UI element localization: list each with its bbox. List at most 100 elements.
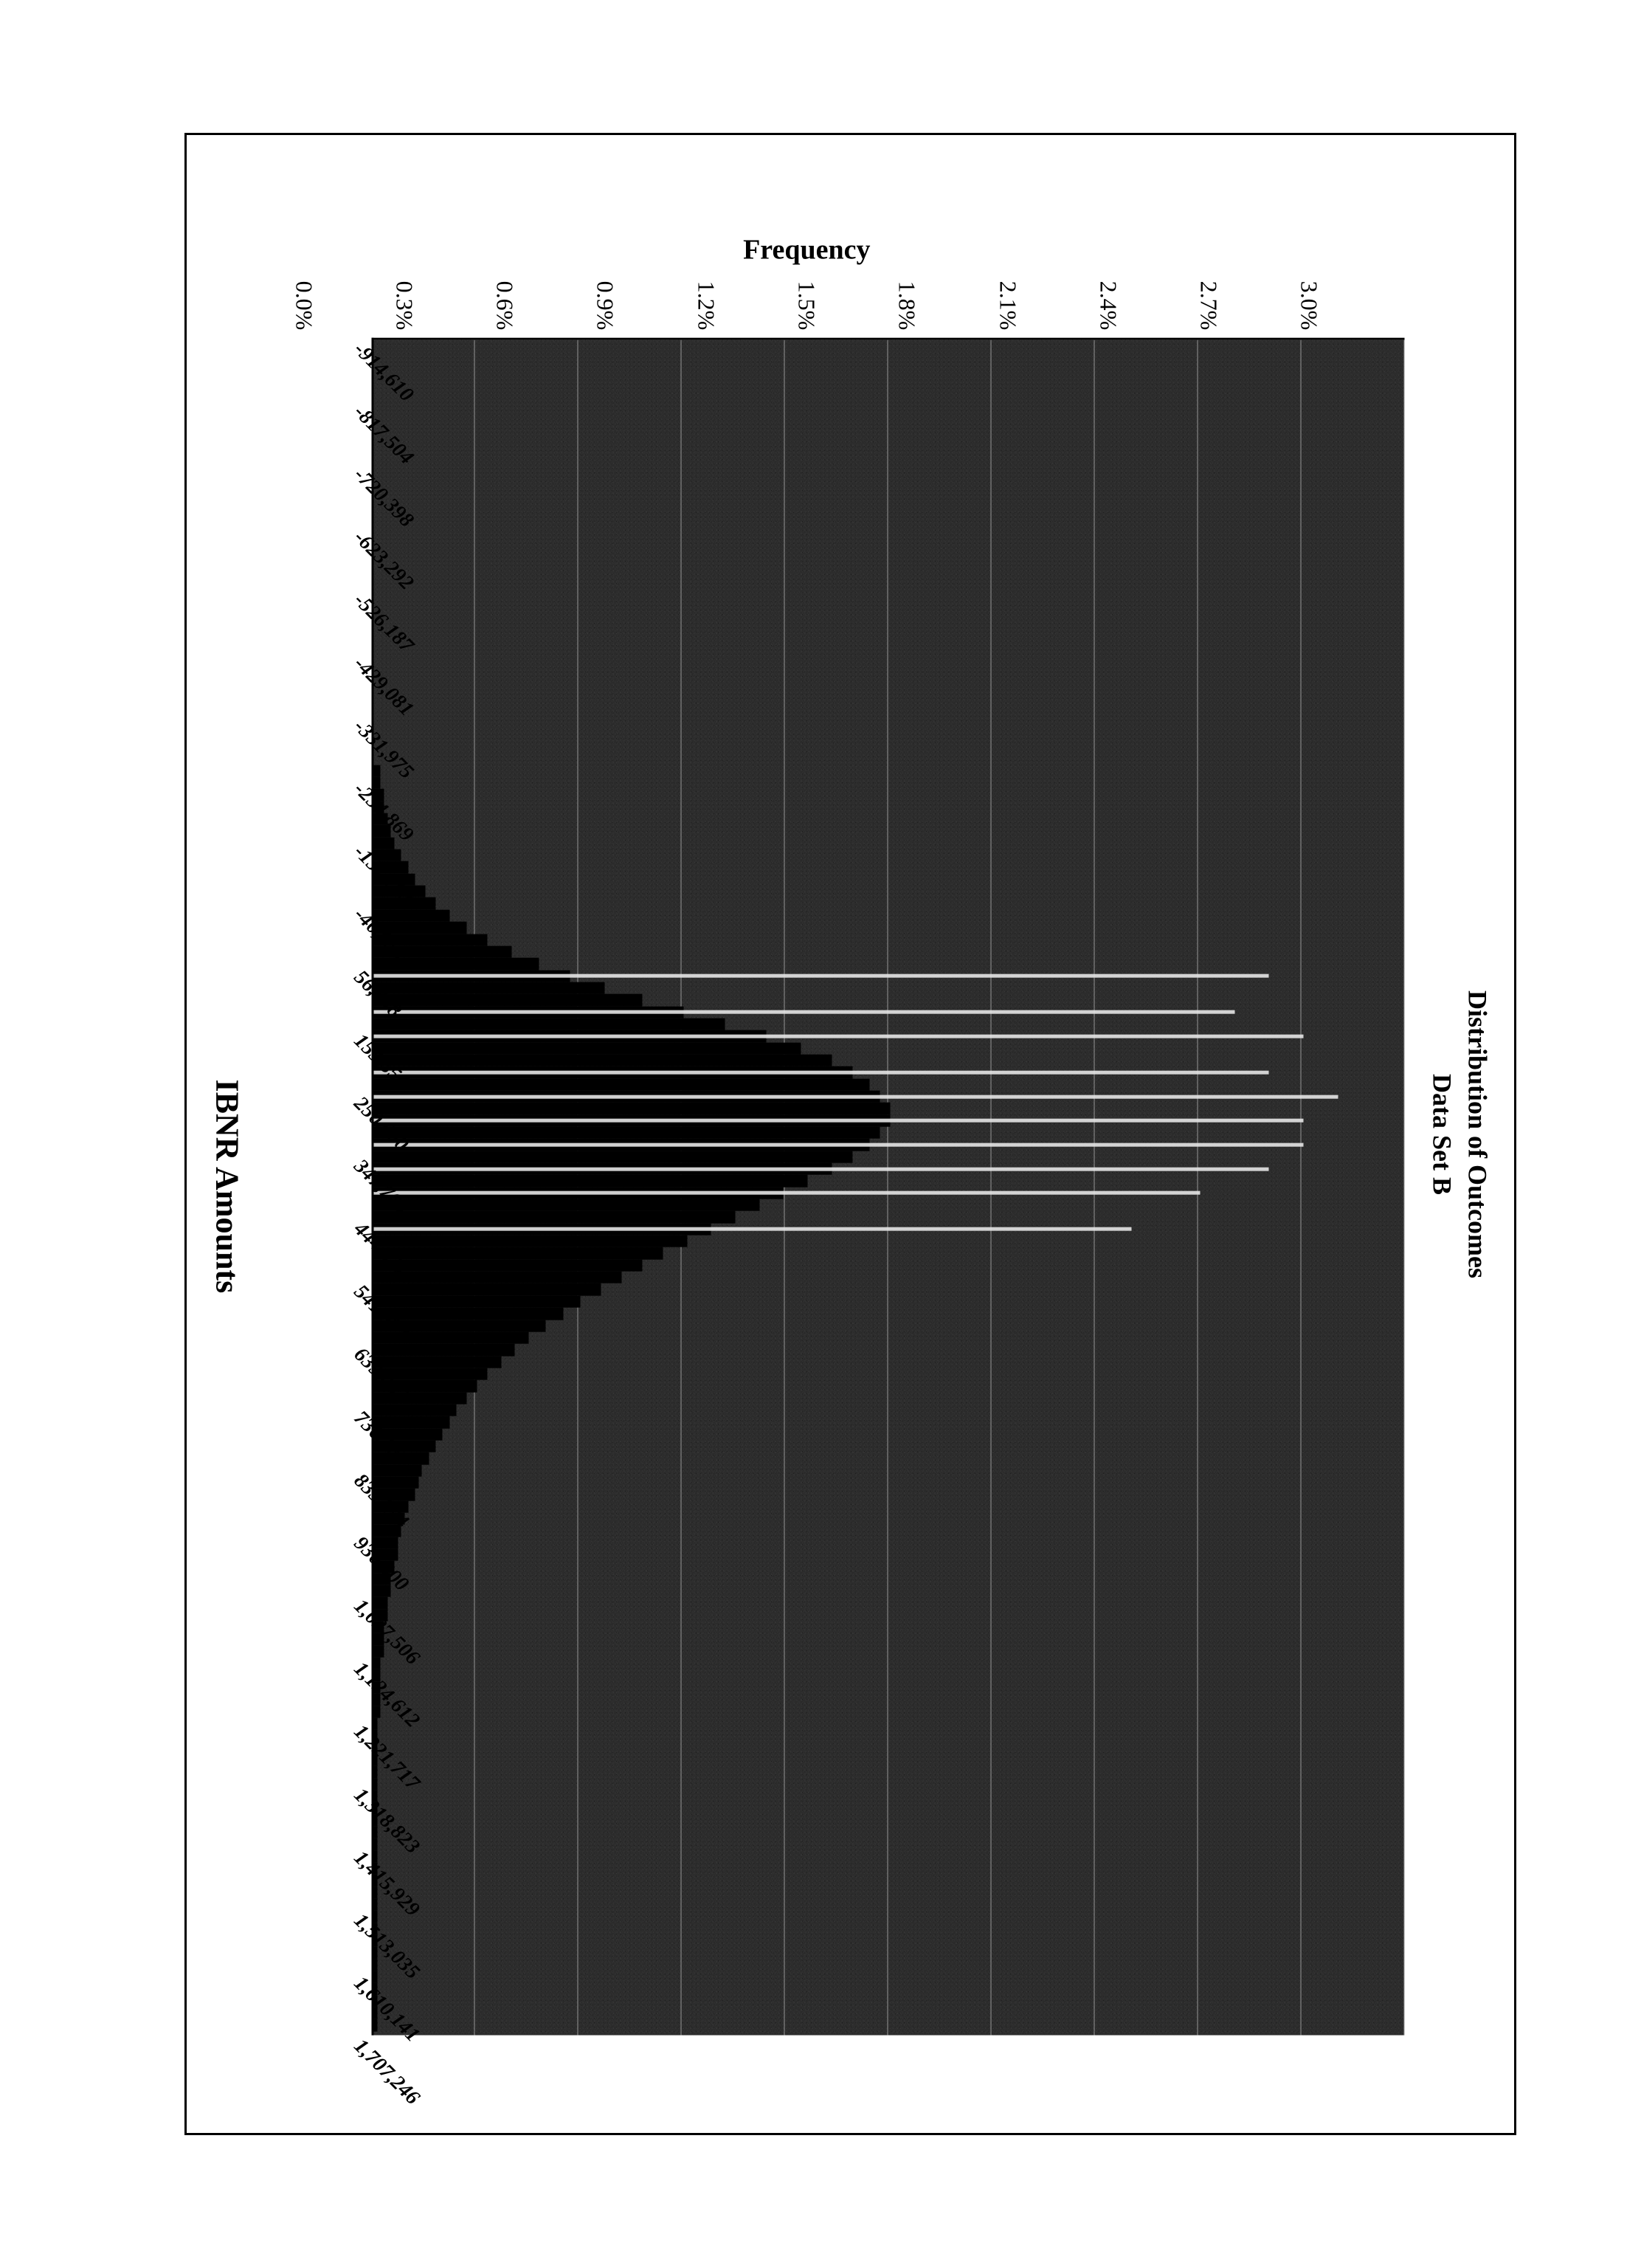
histogram-bin xyxy=(373,342,1404,354)
histogram-bar xyxy=(373,993,642,1005)
histogram-bin xyxy=(373,1054,1404,1066)
histogram-bin xyxy=(373,1066,1404,1078)
histogram-bin xyxy=(373,1416,1404,1427)
y-axis-tick: 0.9% xyxy=(591,280,618,330)
histogram-bin xyxy=(373,1006,1404,1018)
x-axis-tick: -817,504 xyxy=(348,400,365,417)
y-axis-tick: 2.1% xyxy=(994,280,1021,330)
histogram-bin xyxy=(373,1042,1404,1054)
plot-and-x-axis: -914,610-817,504-720,398-623,292-526,187… xyxy=(208,337,1404,2035)
histogram-bin xyxy=(373,1247,1404,1259)
histogram-bin xyxy=(373,475,1404,487)
histogram-bin xyxy=(373,1802,1404,1813)
histogram-bin xyxy=(373,909,1404,921)
histogram-bar xyxy=(373,1235,687,1247)
histogram-bin xyxy=(373,1669,1404,1681)
chart-frame: Distribution of Outcomes Data Set B Freq… xyxy=(184,133,1516,2135)
histogram-bar xyxy=(373,1404,456,1416)
histogram-bin xyxy=(373,885,1404,897)
page: Distribution of Outcomes Data Set B Freq… xyxy=(0,0,1627,2268)
histogram-bin xyxy=(373,584,1404,596)
histogram-bin xyxy=(373,1175,1404,1187)
histogram-bar xyxy=(373,1102,890,1114)
histogram-bin xyxy=(373,753,1404,765)
histogram-bin xyxy=(373,957,1404,969)
histogram-bin xyxy=(373,1211,1404,1223)
histogram-bin xyxy=(373,2019,1404,2031)
histogram-bin xyxy=(373,379,1404,390)
histogram-bar xyxy=(373,1898,377,1910)
histogram-bin xyxy=(373,1862,1404,1874)
spike-line xyxy=(373,1227,1131,1231)
spike-line xyxy=(373,1167,1268,1171)
x-axis-tick: 541,977 xyxy=(348,1280,365,1297)
histogram-bin xyxy=(373,1874,1404,1886)
histogram-bin xyxy=(373,813,1404,824)
histogram-bin xyxy=(373,945,1404,957)
histogram-bin xyxy=(373,656,1404,668)
histogram-bin xyxy=(373,1645,1404,1657)
x-axis-tick: 56,448 xyxy=(348,966,365,983)
x-axis-tick: 153,554 xyxy=(348,1029,365,1046)
histogram-bin xyxy=(373,1995,1404,2007)
histogram-bin xyxy=(373,1102,1404,1114)
histogram-bin xyxy=(373,1500,1404,1512)
y-axis-label: Frequency xyxy=(742,233,869,266)
histogram-bin xyxy=(373,559,1404,571)
histogram-bin xyxy=(373,451,1404,463)
histogram-bar xyxy=(373,1151,852,1162)
histogram-bin xyxy=(373,1729,1404,1741)
x-axis-tick: 347,765 xyxy=(348,1154,365,1171)
histogram-bin xyxy=(373,2007,1404,2019)
histogram-bin xyxy=(373,487,1404,499)
histogram-bin xyxy=(373,596,1404,607)
x-axis-tick: 1,124,612 xyxy=(348,1657,365,1674)
x-axis-tick: -623,292 xyxy=(348,525,365,542)
spike-line xyxy=(373,1119,1303,1123)
histogram-bin xyxy=(373,1525,1404,1537)
x-axis-tick: 1,707,246 xyxy=(348,2034,365,2051)
below-plot: -914,610-817,504-720,398-623,292-526,187… xyxy=(208,337,371,2035)
histogram-bar xyxy=(373,1078,869,1090)
spike-line xyxy=(373,1034,1303,1038)
histogram-bar xyxy=(373,1706,380,1717)
histogram-bin xyxy=(373,1621,1404,1633)
histogram-bin xyxy=(373,1693,1404,1705)
x-axis-tick: 833,294 xyxy=(348,1469,365,1486)
histogram-bin xyxy=(373,439,1404,451)
spike-line xyxy=(373,1191,1200,1195)
histogram-bin xyxy=(373,993,1404,1005)
histogram-bar xyxy=(373,765,380,776)
histogram-bin xyxy=(373,921,1404,933)
histogram-bin xyxy=(373,1078,1404,1090)
histogram-bin xyxy=(373,861,1404,873)
histogram-bin xyxy=(373,825,1404,837)
histogram-bin xyxy=(373,740,1404,752)
histogram-bin xyxy=(373,1717,1404,1729)
histogram-bin xyxy=(373,1223,1404,1235)
x-axis-tick: 1,610,141 xyxy=(348,1971,365,1988)
histogram-bin xyxy=(373,548,1404,559)
histogram-bin xyxy=(373,390,1404,402)
histogram-bin xyxy=(373,1814,1404,1826)
x-axis-tick: -40,658 xyxy=(348,903,365,920)
histogram-bin xyxy=(373,1259,1404,1271)
histogram-bin xyxy=(373,1923,1404,1934)
histogram-bar xyxy=(373,1271,621,1283)
spike-line xyxy=(373,1070,1268,1074)
histogram-bin xyxy=(373,1464,1404,1476)
y-axis-tick: 0.6% xyxy=(491,280,518,330)
histogram-bin xyxy=(373,1934,1404,1946)
x-axis-tick: -137,763 xyxy=(348,840,365,857)
histogram-bin xyxy=(373,463,1404,475)
histogram-bin xyxy=(373,1139,1404,1151)
histogram-bin xyxy=(373,1911,1404,1923)
histogram-bin xyxy=(373,1561,1404,1573)
histogram-bar xyxy=(373,909,449,921)
rotated-chart-container: Distribution of Outcomes Data Set B Freq… xyxy=(208,233,1493,2035)
histogram-bar xyxy=(373,1645,384,1657)
histogram-bin xyxy=(373,1573,1404,1585)
histogram-bar xyxy=(373,1295,580,1307)
histogram-bin xyxy=(373,571,1404,583)
histogram-bin xyxy=(373,1476,1404,1488)
